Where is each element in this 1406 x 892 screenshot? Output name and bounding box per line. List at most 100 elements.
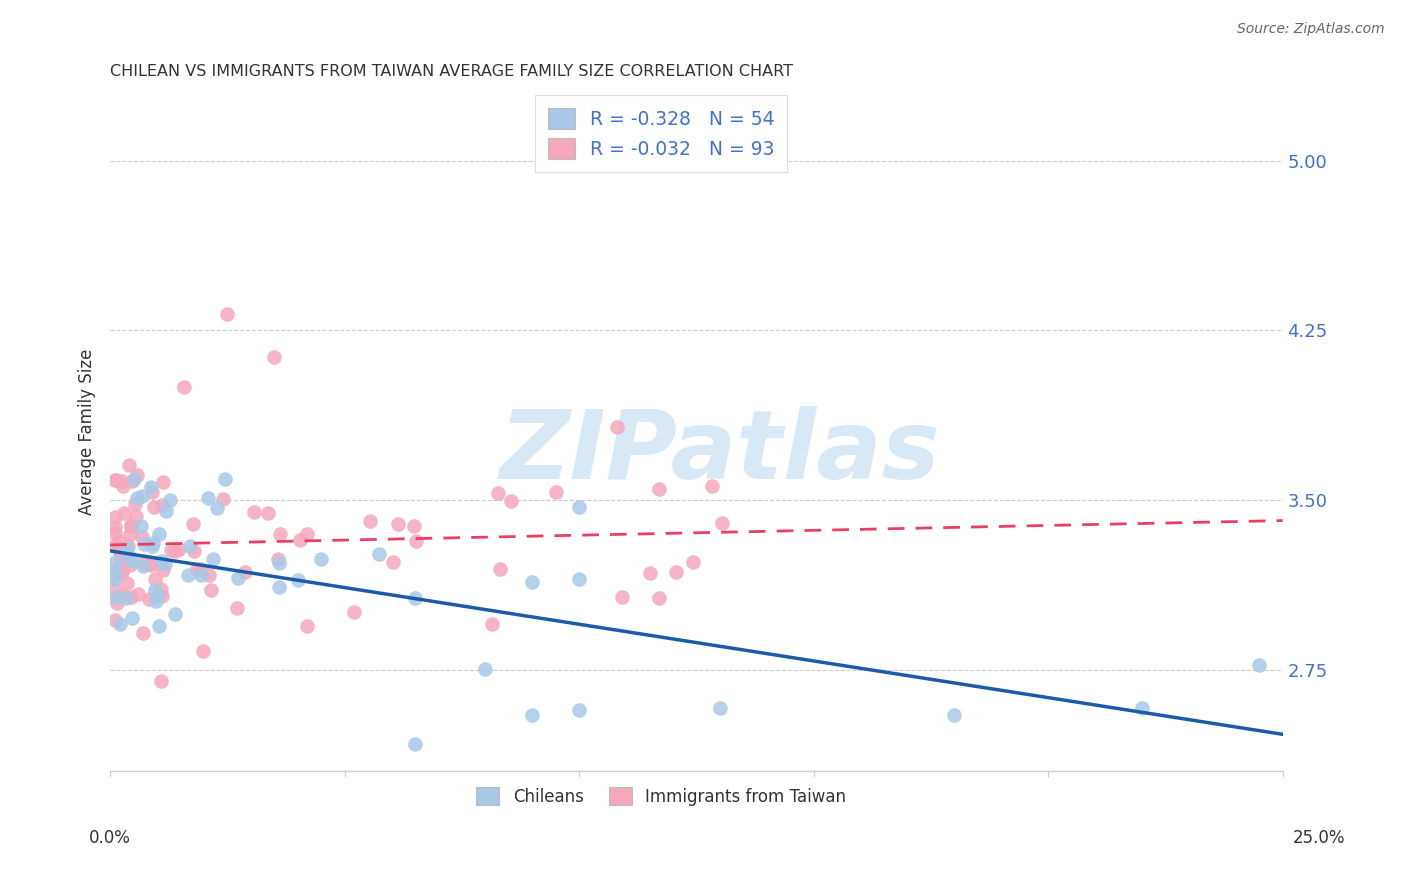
Point [212, 491, 235, 506]
Point [309, 552, 332, 566]
Point [263, 351, 285, 365]
Point [546, 485, 568, 500]
Point [710, 516, 733, 531]
Text: ZIPatlas: ZIPatlas [499, 406, 941, 499]
Point [111, 564, 134, 578]
Point [568, 703, 591, 717]
Point [110, 564, 132, 578]
Point [141, 485, 163, 500]
Point [125, 491, 148, 505]
Point [647, 591, 669, 605]
Point [104, 520, 127, 534]
Point [115, 541, 138, 555]
Point [145, 594, 167, 608]
Point [499, 493, 522, 508]
Point [522, 574, 544, 589]
Text: 0.0%: 0.0% [89, 829, 131, 847]
Point [124, 497, 146, 511]
Point [122, 472, 145, 486]
Point [612, 590, 634, 604]
Point [702, 479, 724, 493]
Point [104, 582, 127, 597]
Point [141, 556, 163, 570]
Point [139, 480, 162, 494]
Point [111, 588, 134, 602]
Point [202, 552, 225, 566]
Point [217, 307, 239, 321]
Point [108, 563, 131, 577]
Point [297, 618, 319, 632]
Point [110, 557, 132, 571]
Point [152, 475, 174, 489]
Point [606, 420, 628, 434]
Point [568, 572, 591, 586]
Point [404, 737, 426, 751]
Point [190, 561, 212, 575]
Point [191, 644, 214, 658]
Point [104, 590, 127, 604]
Point [943, 707, 966, 722]
Point [169, 542, 191, 557]
Point [142, 535, 165, 549]
Point [200, 582, 222, 597]
Point [522, 707, 544, 722]
Point [197, 491, 219, 505]
Point [287, 573, 309, 587]
Point [146, 590, 169, 604]
Point [405, 533, 427, 548]
Text: Source: ZipAtlas.com: Source: ZipAtlas.com [1237, 22, 1385, 37]
Text: 25.0%: 25.0% [1292, 829, 1346, 847]
Point [143, 572, 166, 586]
Point [183, 543, 205, 558]
Point [225, 600, 247, 615]
Point [198, 568, 221, 582]
Point [474, 662, 496, 676]
Point [160, 543, 183, 558]
Legend: Chileans, Immigrants from Taiwan: Chileans, Immigrants from Taiwan [468, 779, 855, 814]
Point [134, 556, 156, 570]
Point [404, 518, 426, 533]
Point [150, 498, 173, 512]
Point [486, 486, 509, 500]
Point [163, 607, 186, 621]
Point [117, 539, 139, 553]
Point [132, 558, 155, 573]
Point [110, 553, 132, 567]
Point [155, 504, 177, 518]
Point [233, 565, 256, 579]
Point [129, 518, 152, 533]
Point [107, 542, 129, 557]
Point [112, 506, 135, 520]
Point [131, 490, 153, 504]
Point [118, 558, 141, 573]
Point [104, 538, 127, 552]
Point [120, 590, 142, 604]
Point [104, 564, 127, 578]
Point [359, 514, 381, 528]
Point [288, 533, 311, 548]
Point [638, 566, 661, 580]
Point [205, 500, 228, 515]
Point [664, 565, 686, 579]
Point [177, 568, 200, 582]
Point [481, 617, 503, 632]
Point [295, 527, 318, 541]
Point [152, 563, 174, 577]
Point [125, 468, 148, 483]
Point [149, 673, 172, 688]
Y-axis label: Average Family Size: Average Family Size [79, 349, 96, 516]
Point [489, 562, 512, 576]
Point [214, 472, 236, 486]
Point [121, 474, 143, 488]
Point [183, 516, 205, 531]
Point [122, 554, 145, 568]
Point [115, 591, 138, 605]
Point [107, 534, 129, 549]
Point [120, 517, 142, 532]
Point [104, 569, 127, 583]
Point [648, 482, 671, 496]
Point [132, 626, 155, 640]
Point [104, 510, 127, 524]
Point [118, 527, 141, 541]
Point [111, 479, 134, 493]
